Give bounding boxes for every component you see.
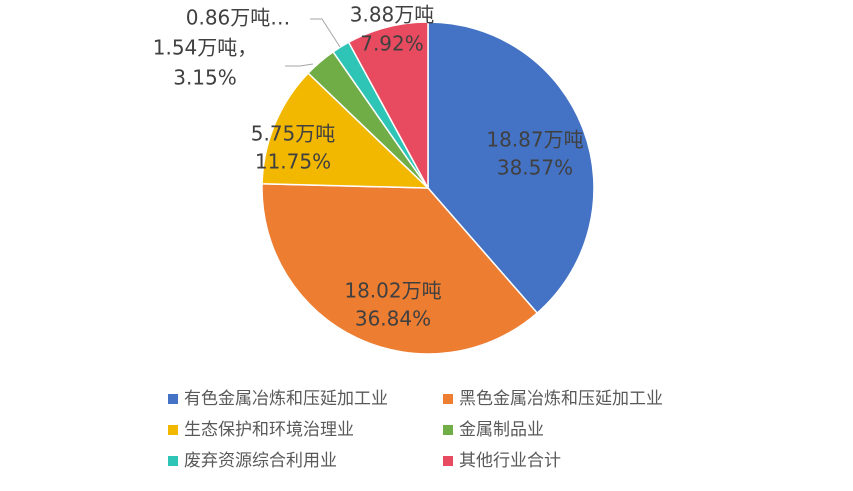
data-label: 18.87万吨	[486, 128, 583, 152]
legend-swatch	[443, 456, 453, 466]
legend-label: 废弃资源综合利用业	[184, 451, 337, 471]
pie-slice	[261, 72, 430, 189]
legend-swatch	[168, 394, 178, 404]
legend-label: 金属制品业	[459, 420, 544, 440]
data-label: 1.54万吨，	[153, 36, 258, 60]
legend-label: 生态保护和环境治理业	[184, 420, 354, 440]
data-label: 3.88万吨	[350, 3, 435, 27]
pie-slice	[347, 21, 429, 189]
pie-slice	[427, 21, 595, 315]
leader-line	[285, 63, 314, 67]
legend-swatch	[443, 425, 453, 435]
data-label: 0.86万吨…	[186, 6, 291, 30]
legend-label: 黑色金属冶炼和压延加工业	[459, 389, 663, 409]
pie	[261, 21, 595, 355]
data-label: 18.02万吨	[344, 279, 441, 303]
legend-label: 其他行业合计	[459, 451, 561, 471]
data-label: 36.84%	[355, 307, 431, 331]
data-labels: 18.87万吨 38.57% 18.02万吨 36.84% 5.75万吨 11.75% 1.…	[153, 3, 584, 331]
legend-swatch	[168, 456, 178, 466]
leader-line	[310, 18, 341, 48]
legend-label: 有色金属冶炼和压延加工业	[184, 389, 388, 409]
pie-slice	[261, 182, 539, 355]
data-label: 3.15%	[173, 66, 237, 90]
legend-swatch	[168, 425, 178, 435]
data-label: 38.57%	[497, 156, 573, 180]
data-label: 5.75万吨	[251, 122, 336, 146]
data-label: 7.92%	[360, 32, 424, 56]
legend-swatch	[443, 394, 453, 404]
data-label: 11.75%	[255, 150, 331, 174]
